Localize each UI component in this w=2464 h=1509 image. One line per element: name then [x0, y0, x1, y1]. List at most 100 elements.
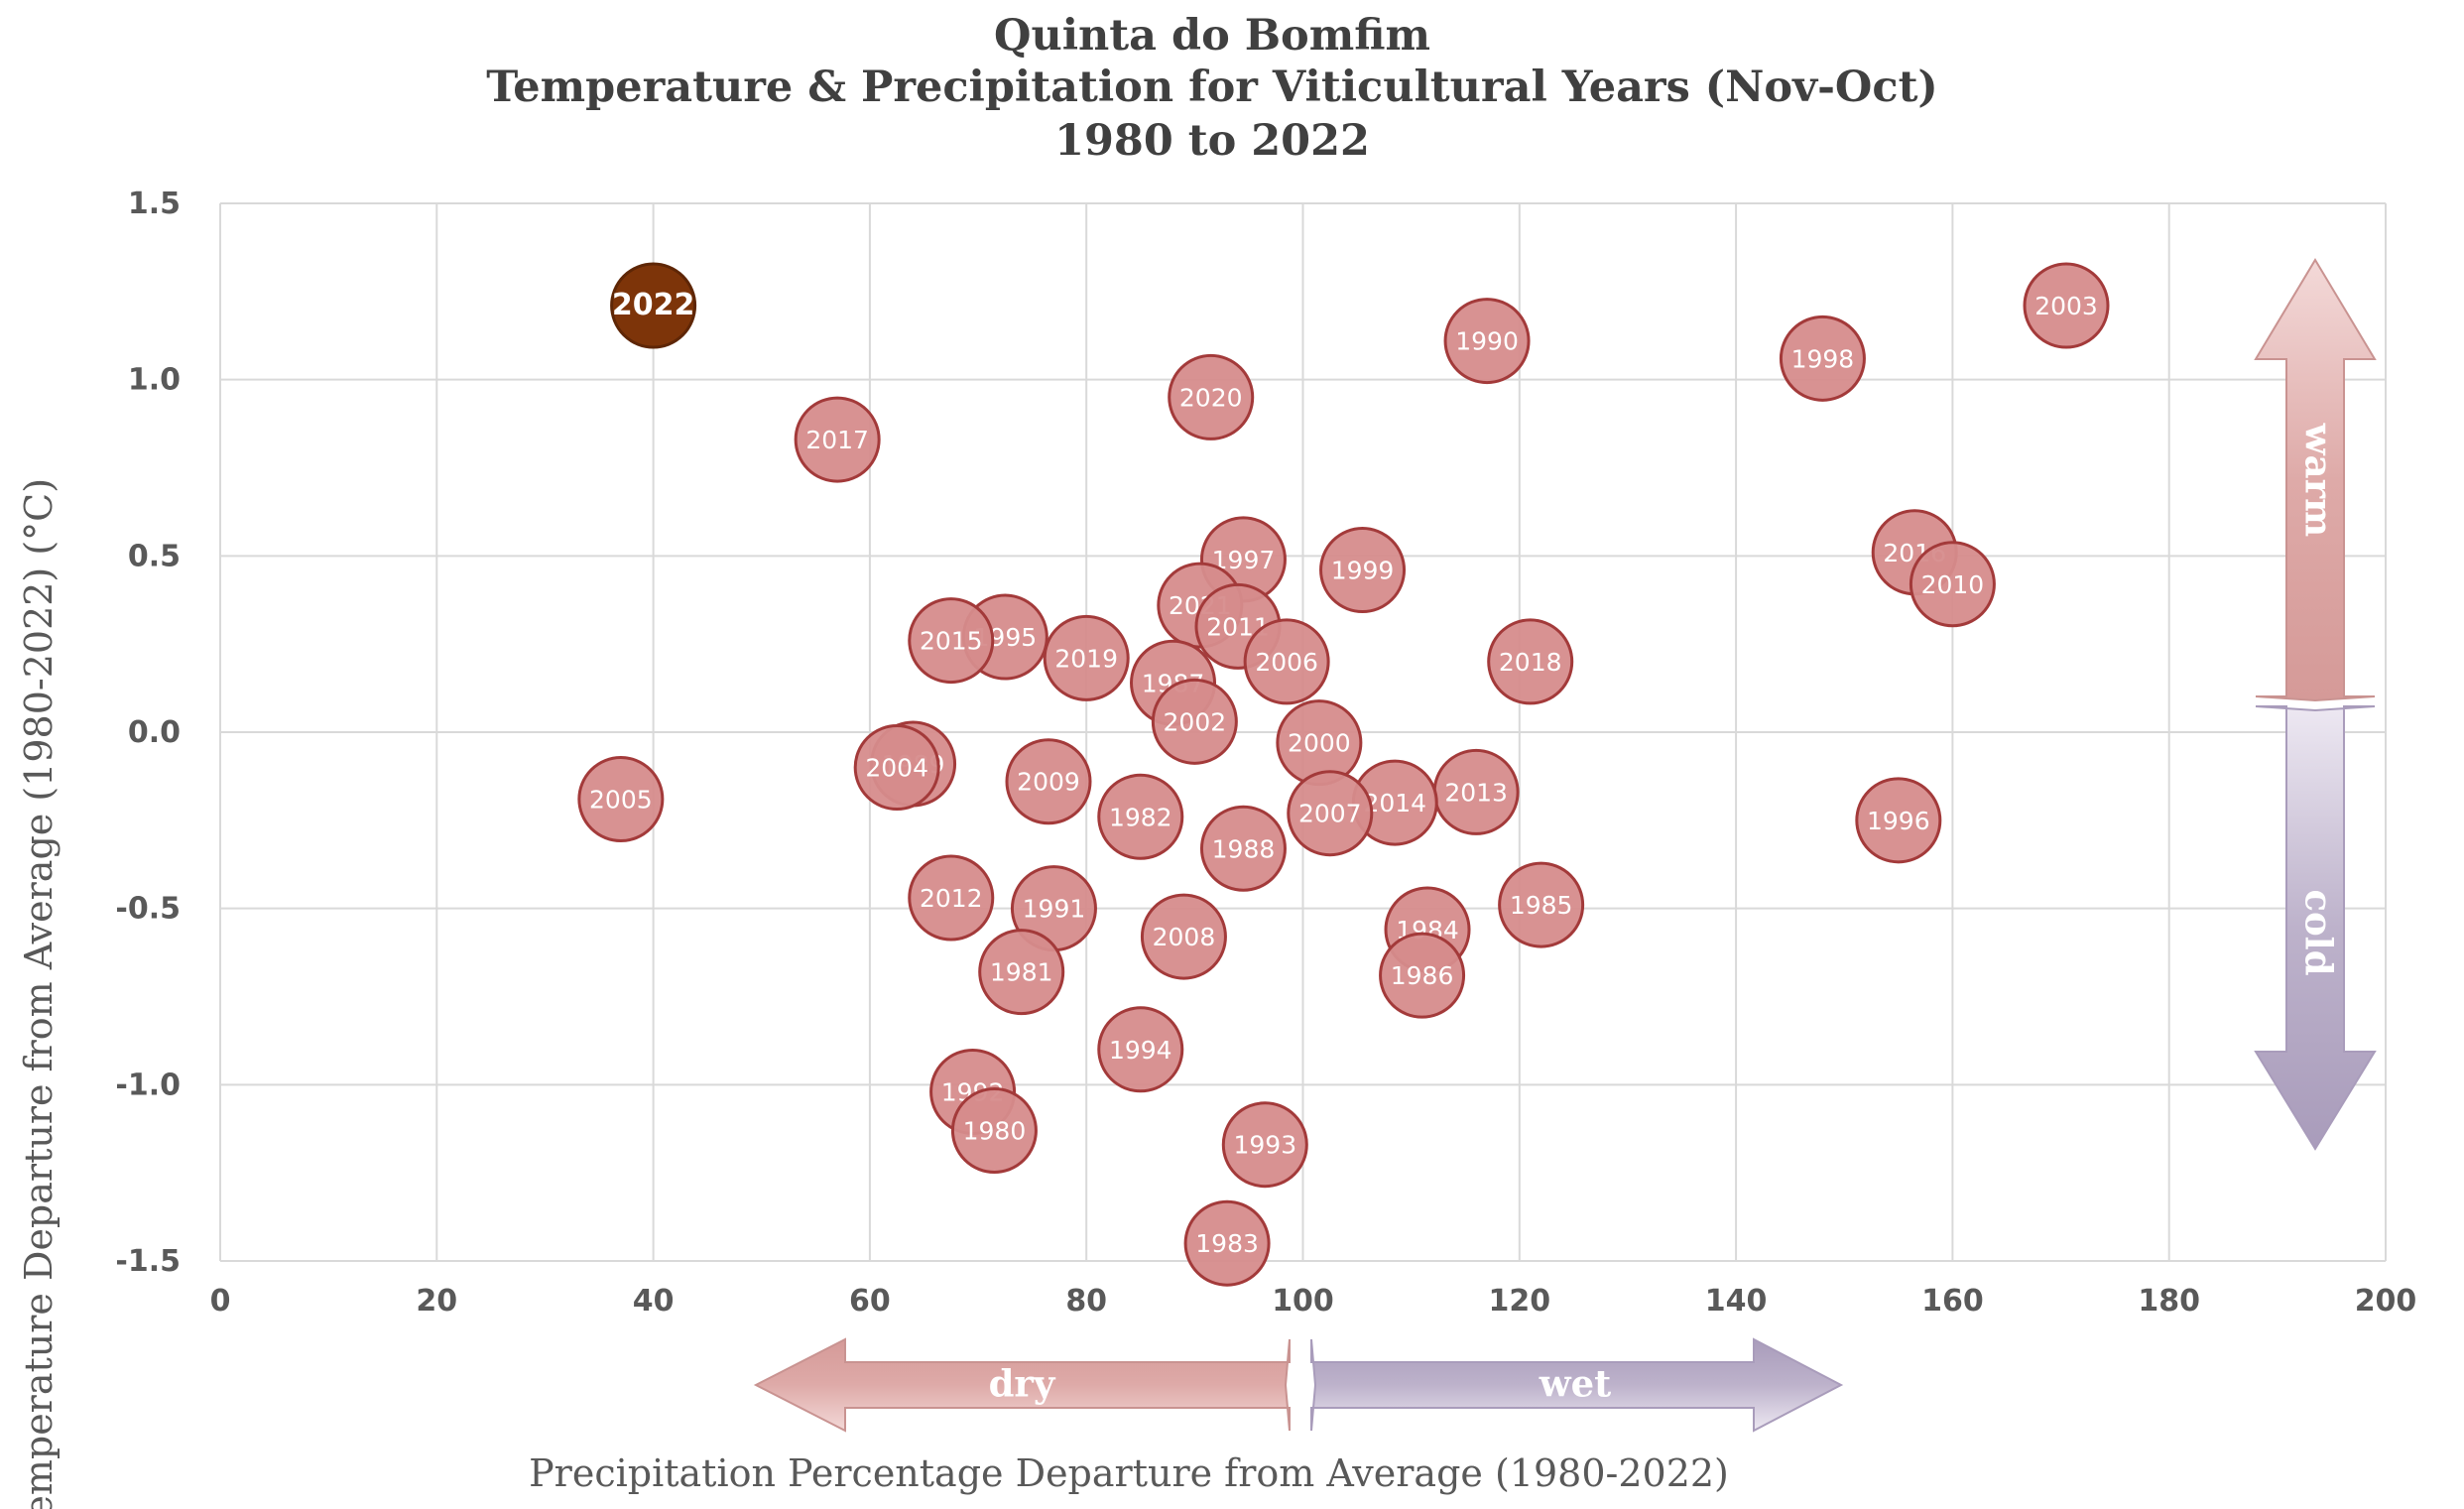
- data-point-2000: 2000: [1276, 699, 1363, 787]
- data-point-1999: 1999: [1319, 527, 1407, 614]
- data-point-label: 2003: [2034, 292, 2098, 320]
- data-point-bubble: [1498, 861, 1585, 948]
- data-point-2012: 2012: [908, 854, 995, 942]
- data-point-2013: 2013: [1432, 748, 1520, 835]
- data-point-label: 2018: [1499, 648, 1562, 677]
- data-point-2022: 2022: [610, 262, 697, 349]
- data-point-label: 1983: [1195, 1229, 1259, 1258]
- data-point-label: 2005: [589, 786, 653, 815]
- y-tick-label: 0.0: [128, 715, 181, 750]
- data-point-1993: 1993: [1221, 1101, 1308, 1189]
- data-point-1994: 1994: [1097, 1006, 1184, 1093]
- dry-label: dry: [989, 1362, 1056, 1406]
- data-point-2020: 2020: [1168, 353, 1255, 440]
- data-point-2015: 2015: [908, 597, 995, 685]
- data-point-bubble: [1140, 893, 1227, 980]
- data-point-2007: 2007: [1287, 770, 1374, 857]
- data-point-label: 1982: [1109, 803, 1172, 831]
- data-point-1996: 1996: [1855, 777, 1942, 864]
- data-point-2002: 2002: [1151, 678, 1238, 765]
- y-tick-label: -1.5: [115, 1244, 181, 1279]
- wet-arrow-shape: [1310, 1337, 1844, 1433]
- data-point-bubble: [1199, 805, 1287, 892]
- warm-arrow-shape: [2254, 258, 2377, 702]
- x-tick-label: 120: [1488, 1284, 1550, 1319]
- data-point-bubble: [610, 262, 697, 349]
- data-point-1990: 1990: [1443, 298, 1531, 385]
- x-tick-label: 80: [1065, 1284, 1107, 1319]
- data-point-bubble: [853, 724, 940, 812]
- data-point-2004: 2004: [853, 724, 940, 812]
- data-point-bubble: [950, 1087, 1038, 1175]
- data-point-2019: 2019: [1043, 614, 1130, 701]
- x-axis-ticks: 0 20 40 60 80 100 120 140 160 180 200: [210, 1284, 2417, 1319]
- data-point-1985: 1985: [1498, 861, 1585, 948]
- data-point-bubble: [1005, 738, 1092, 825]
- wet-label: wet: [1539, 1362, 1611, 1406]
- x-tick-label: 40: [633, 1284, 675, 1319]
- dry-arrow-shape: [753, 1337, 1291, 1433]
- data-point-2009: 2009: [1005, 738, 1092, 825]
- y-tick-label: 1.0: [128, 363, 181, 398]
- chart-title-line-1: Quinta do Bomfim: [994, 11, 1430, 61]
- data-point-label: 2006: [1255, 648, 1318, 677]
- data-point-label: 2020: [1179, 383, 1243, 412]
- data-point-label: 1998: [1791, 344, 1855, 373]
- x-axis-label: Precipitation Percentage Departure from …: [529, 1451, 1729, 1495]
- data-point-bubble: [1287, 770, 1374, 857]
- data-point-bubble: [2023, 262, 2110, 349]
- x-tick-label: 160: [1921, 1284, 1984, 1319]
- data-point-label: 1999: [1331, 557, 1395, 585]
- data-point-label: 1996: [1867, 807, 1930, 835]
- data-point-1983: 1983: [1183, 1199, 1271, 1287]
- data-point-bubble: [577, 756, 665, 843]
- data-point-1980: 1980: [950, 1087, 1038, 1175]
- data-point-label: 2002: [1164, 707, 1227, 736]
- data-point-label: 1981: [990, 958, 1053, 987]
- data-point-bubble: [908, 597, 995, 685]
- cold-label: cold: [2297, 889, 2341, 975]
- chart-title: Quinta do Bomfim Temperature & Precipita…: [486, 11, 1938, 166]
- data-point-bubble: [908, 854, 995, 942]
- data-point-label: 2012: [920, 884, 983, 913]
- data-point-bubble: [1168, 353, 1255, 440]
- grid-lines: [219, 202, 2387, 1262]
- data-point-bubble: [1487, 618, 1574, 705]
- data-point-1981: 1981: [978, 929, 1065, 1016]
- y-axis-label: Temperature Departure from Average (1980…: [17, 478, 61, 1509]
- data-point-label: 2010: [1921, 570, 1985, 599]
- x-tick-label: 100: [1272, 1284, 1334, 1319]
- data-point-bubble: [1221, 1101, 1308, 1189]
- data-point-2010: 2010: [1909, 541, 1996, 628]
- data-point-2006: 2006: [1243, 618, 1330, 705]
- data-point-1986: 1986: [1379, 932, 1466, 1019]
- data-point-2017: 2017: [794, 396, 881, 483]
- data-point-1998: 1998: [1779, 314, 1866, 402]
- x-tick-label: 0: [210, 1284, 231, 1319]
- data-point-bubble: [1151, 678, 1238, 765]
- data-point-bubble: [1319, 527, 1407, 614]
- data-point-label: 1985: [1510, 891, 1573, 920]
- data-point-bubble: [1243, 618, 1330, 705]
- cold-arrow-shape: [2254, 705, 2377, 1151]
- data-point-label: 2008: [1153, 923, 1216, 951]
- data-point-bubble: [1097, 773, 1184, 860]
- data-point-label: 2009: [1017, 768, 1080, 797]
- data-point-bubble: [1043, 614, 1130, 701]
- x-tick-label: 180: [2138, 1284, 2200, 1319]
- data-point-bubble: [1443, 298, 1531, 385]
- y-tick-label: -0.5: [115, 892, 181, 927]
- wet-arrow: wet: [1310, 1337, 1844, 1433]
- data-point-label: 2007: [1298, 800, 1362, 828]
- data-point-bubble: [1379, 932, 1466, 1019]
- x-tick-label: 200: [2355, 1284, 2417, 1319]
- dry-arrow: dry: [753, 1337, 1291, 1433]
- data-point-label: 2014: [1363, 789, 1426, 817]
- x-tick-label: 20: [416, 1284, 457, 1319]
- data-point-label: 1988: [1212, 834, 1276, 863]
- data-point-label: 1986: [1391, 961, 1454, 990]
- warm-arrow: warm: [2254, 258, 2377, 702]
- data-point-label: 2000: [1288, 729, 1351, 758]
- x-tick-label: 140: [1705, 1284, 1768, 1319]
